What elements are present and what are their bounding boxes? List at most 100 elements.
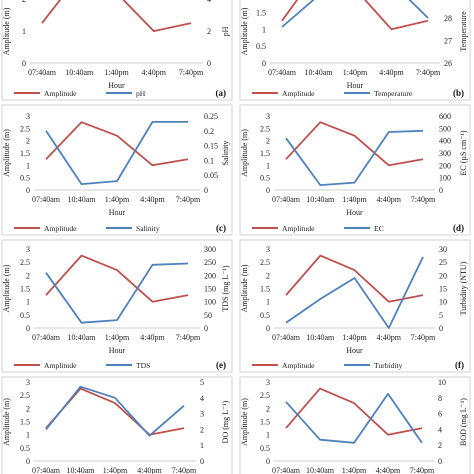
y-right-tick-label: 300 xyxy=(439,149,451,158)
x-tick-label: 4:40pm xyxy=(142,68,167,77)
y-right-axis-title: EC (µS cm⁻¹) xyxy=(459,130,468,175)
y-left-tick-label: 2 xyxy=(266,404,270,413)
series-line-do xyxy=(45,385,185,437)
y-right-tick-label: 2 xyxy=(438,441,442,450)
y-right-tick-label: 2 xyxy=(200,425,204,434)
x-tick-label: 10:40am xyxy=(306,333,335,342)
y-right-tick-label: 2 xyxy=(207,27,211,36)
legend-label: TDS xyxy=(136,361,150,370)
series-line-bod xyxy=(285,392,423,444)
x-tick-label: 7:40pm xyxy=(410,466,435,474)
y-left-tick-label: 1 xyxy=(22,27,26,36)
x-tick-label: 7:40pm xyxy=(176,333,201,342)
legend-label: Temperature xyxy=(374,89,413,98)
panel-letter: (f) xyxy=(455,360,464,370)
x-tick-label: 7:40pm xyxy=(172,466,197,474)
y-left-axis-title: Amplitude (m) xyxy=(240,264,249,312)
chart-panel-7: 0 0.5 1 1.5 2 2.5 3 0 1 2 3 4 5 07:40am 10:40am 1:40pm 4… xyxy=(1,376,233,474)
chart-panel-8: 0 0.5 1 1.5 2 2.5 3 0 2 4 6 8 10 07:40am 10:40am 1:40pm… xyxy=(239,376,471,474)
y-right-axis-title: Salinity xyxy=(221,141,230,166)
y-right-tick-label: 0.2 xyxy=(204,127,214,136)
series-line-amplitude xyxy=(285,121,424,167)
y-right-axis-title: pH xyxy=(221,26,230,36)
x-tick-label: 4:40pm xyxy=(137,466,162,474)
y-left-tick-label: 2.5 xyxy=(260,258,270,267)
x-tick-label: 4:40pm xyxy=(377,195,402,204)
legend-label: Amplitude xyxy=(44,89,77,98)
y-left-tick-label: 3 xyxy=(266,245,270,254)
x-tick-label: 10:40am xyxy=(65,68,94,77)
legend-label: Turbidity xyxy=(374,361,403,370)
y-right-tick-label: 0.05 xyxy=(204,171,218,180)
y-right-tick-label: 400 xyxy=(439,137,451,146)
y-right-tick-label: 30 xyxy=(439,245,447,254)
y-right-tick-label: 300 xyxy=(204,245,216,254)
x-tick-label: 10:40am xyxy=(67,466,96,474)
y-right-tick-label: 1 xyxy=(200,441,204,450)
x-tick-label: 1:40pm xyxy=(103,466,128,474)
y-left-tick-label: 1 xyxy=(266,161,270,170)
y-left-tick-label: 0.5 xyxy=(260,174,270,183)
x-tick-label: 1:40pm xyxy=(105,195,130,204)
series-line-amplitude xyxy=(281,0,429,31)
y-left-tick-label: 0.5 xyxy=(260,311,270,320)
x-tick-label: 10:40am xyxy=(305,68,334,77)
x-tick-label: 7:40pm xyxy=(176,195,201,204)
y-right-axis-title: TDS (mg L⁻¹) xyxy=(221,265,230,312)
y-left-tick-label: 0 xyxy=(266,186,270,195)
y-right-tick-label: 27 xyxy=(444,37,452,46)
y-left-axis-title: Amplitude (m) xyxy=(2,129,11,177)
x-tick-label: 07:40am xyxy=(272,466,301,474)
y-left-tick-label: 1 xyxy=(266,298,270,307)
y-right-tick-label: 10 xyxy=(438,378,446,387)
panel-frame xyxy=(1,104,233,236)
y-right-tick-label: 20 xyxy=(439,271,447,280)
y-right-tick-label: 600 xyxy=(439,112,451,121)
y-right-tick-label: 4 xyxy=(438,425,442,434)
y-left-tick-label: 0.5 xyxy=(20,444,30,453)
legend-label: EC xyxy=(374,224,384,233)
y-left-tick-label: 1.5 xyxy=(20,285,30,294)
y-left-tick-label: 0 xyxy=(266,324,270,333)
y-right-tick-label: 28 xyxy=(444,14,452,23)
x-tick-label: 10:40am xyxy=(68,195,97,204)
y-left-tick-label: 1 xyxy=(26,298,30,307)
y-right-tick-label: 3 xyxy=(200,410,204,419)
y-right-tick-label: 0 xyxy=(200,457,204,466)
y-right-tick-label: 0 xyxy=(438,457,442,466)
y-left-tick-label: 1.5 xyxy=(256,8,266,17)
chart-panel-2: 0 0.5 1 1.5 26 27 28 07:40am 10:40am 1:40pm 4:40pm… xyxy=(239,0,471,101)
y-left-tick-label: 1.5 xyxy=(260,418,270,427)
y-right-tick-label: 5 xyxy=(200,378,204,387)
y-left-tick-label: 3 xyxy=(26,112,30,121)
x-tick-label: 4:40pm xyxy=(140,333,165,342)
panel-letter: (e) xyxy=(216,360,226,370)
x-tick-label: 07:40am xyxy=(32,466,61,474)
x-tick-label: 07:40am xyxy=(268,68,297,77)
panel-frame xyxy=(1,376,233,474)
y-right-axis-title: DO (mg L⁻¹) xyxy=(221,400,230,443)
y-left-tick-label: 1.5 xyxy=(260,149,270,158)
series-line-amplitude xyxy=(285,387,423,436)
y-left-tick-label: 1 xyxy=(262,25,266,34)
y-right-tick-label: 26 xyxy=(444,59,452,68)
panel-frame xyxy=(239,104,471,236)
y-left-tick-label: 0.5 xyxy=(20,174,30,183)
panel-letter: (c) xyxy=(216,223,226,233)
chart-panel-1: 0 1 2 0 2 4 07:40am 10:40am 1:40pm 4:40pm 7:40pm Ho… xyxy=(1,0,233,101)
y-right-tick-label: 15 xyxy=(439,285,447,294)
y-right-tick-label: 4 xyxy=(207,0,211,4)
x-tick-label: 7:40pm xyxy=(179,68,204,77)
y-right-tick-label: 5 xyxy=(439,311,443,320)
series-line-ec xyxy=(285,129,424,187)
y-right-tick-label: 0.1 xyxy=(204,156,214,165)
y-right-tick-label: 150 xyxy=(204,285,216,294)
series-line-amplitude xyxy=(45,121,189,167)
y-right-axis-title: Temperature xyxy=(459,11,468,52)
y-left-tick-label: 0 xyxy=(26,457,30,466)
series-line-amplitude xyxy=(285,254,424,303)
x-tick-label: 1:40pm xyxy=(105,333,130,342)
y-right-tick-label: 0.15 xyxy=(204,142,218,151)
